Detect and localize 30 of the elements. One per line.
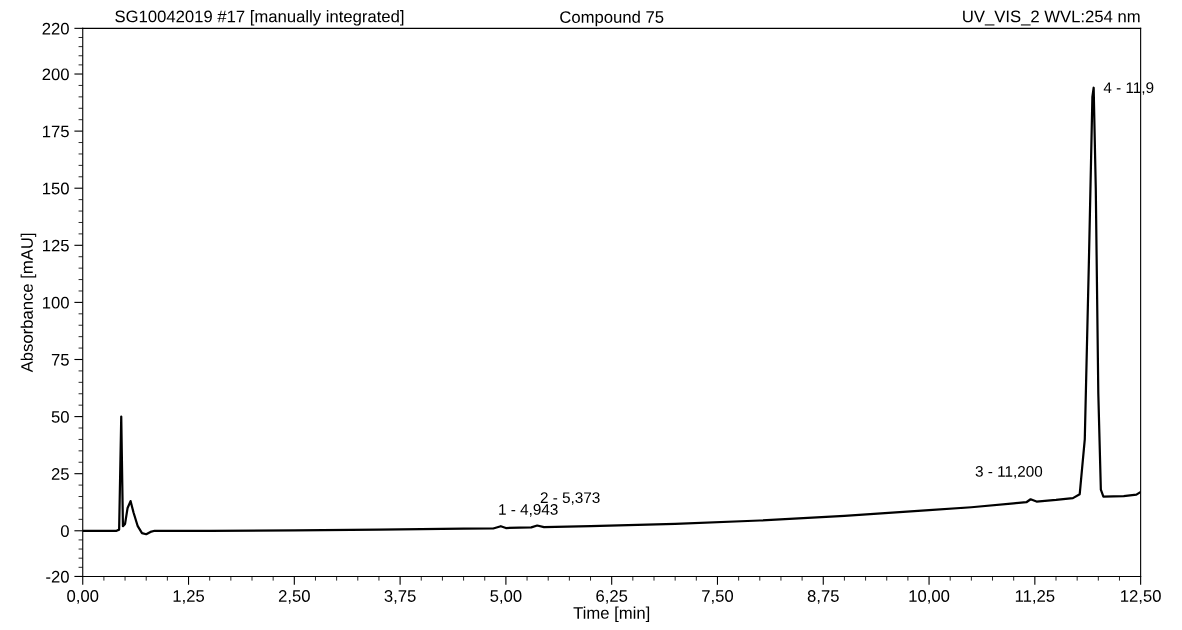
y-tick-label: 25 xyxy=(51,468,69,480)
x-tick-label: 12,50 xyxy=(1121,590,1161,604)
y-tick-label: 125 xyxy=(43,239,69,252)
y-tick-label: 175 xyxy=(43,125,69,138)
y-tick-label: 50 xyxy=(51,410,69,423)
x-tick-label: 8,75 xyxy=(807,590,839,604)
y-tick-label: 100 xyxy=(43,296,69,309)
x-tick-label: 11,25 xyxy=(1015,590,1055,604)
annotation: 3 - 11,200 xyxy=(975,465,1043,479)
y-tick-label: 75 xyxy=(51,354,69,366)
x-tick-label: 1,25 xyxy=(173,590,205,604)
y-tick-label: 150 xyxy=(43,182,69,195)
y-tick-label: 220 xyxy=(42,22,69,35)
annotation: 2 - 5,373 xyxy=(540,492,600,505)
y-axis-title: Absorbance [mAU] xyxy=(20,233,37,373)
y-tick-label: 0 xyxy=(60,525,69,537)
x-tick-label: 6,25 xyxy=(596,590,628,604)
y-tick-label: 200 xyxy=(42,68,69,81)
x-tick-label: 0,00 xyxy=(67,590,99,604)
x-tick-label: 10,00 xyxy=(909,590,950,604)
text: SG10042019 #17 [manually integrated] xyxy=(115,10,404,26)
x-tick-label: 3,75 xyxy=(384,590,416,604)
text: UV_VIS_2 WVL:254 nm xyxy=(963,10,1140,26)
x-axis-title: Time [min] xyxy=(573,606,650,623)
y-tick-label: -20 xyxy=(46,570,69,583)
chart-title: Compound 75 xyxy=(560,10,664,27)
x-tick-label: 5,00 xyxy=(490,590,522,604)
x-tick-label: 2,50 xyxy=(278,590,310,604)
x-tick-label: 7,50 xyxy=(702,590,734,604)
annotation: 1 - 4,943 xyxy=(499,504,558,517)
